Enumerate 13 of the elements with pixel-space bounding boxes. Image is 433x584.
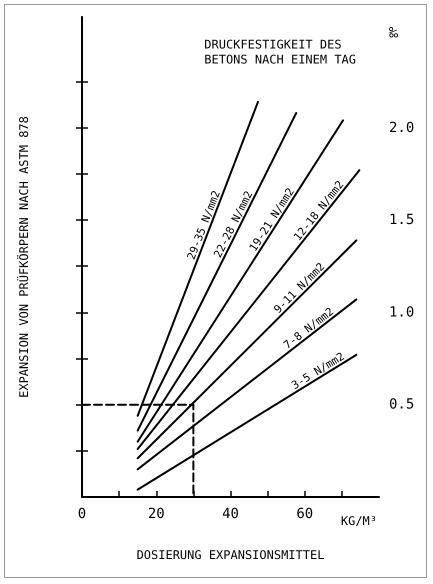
y-tick-label: 1.5 bbox=[389, 212, 414, 228]
text: ‰ bbox=[389, 24, 399, 42]
x-axis-title: DOSIERUNG EXPANSIONSMITTEL bbox=[136, 548, 324, 562]
y-tick-label: 0.5 bbox=[389, 396, 414, 413]
text: DRUCKFESTIGKEIT DES BETONS NACH EINEM TAG bbox=[204, 38, 356, 66]
x-tick-label: 40 bbox=[222, 506, 239, 522]
x-tick-label: 60 bbox=[296, 506, 314, 522]
y-axis-title: EXPANSION VON PRÜFKÖRPERN NACH ASTM 878 bbox=[17, 116, 31, 398]
x-tick-label: 20 bbox=[148, 506, 165, 522]
text: KG/M³ bbox=[340, 514, 377, 528]
y-tick-label: 1.0 bbox=[389, 304, 414, 320]
x-tick-label: 0 bbox=[78, 506, 86, 522]
y-tick-label: 2.0 bbox=[389, 120, 414, 136]
